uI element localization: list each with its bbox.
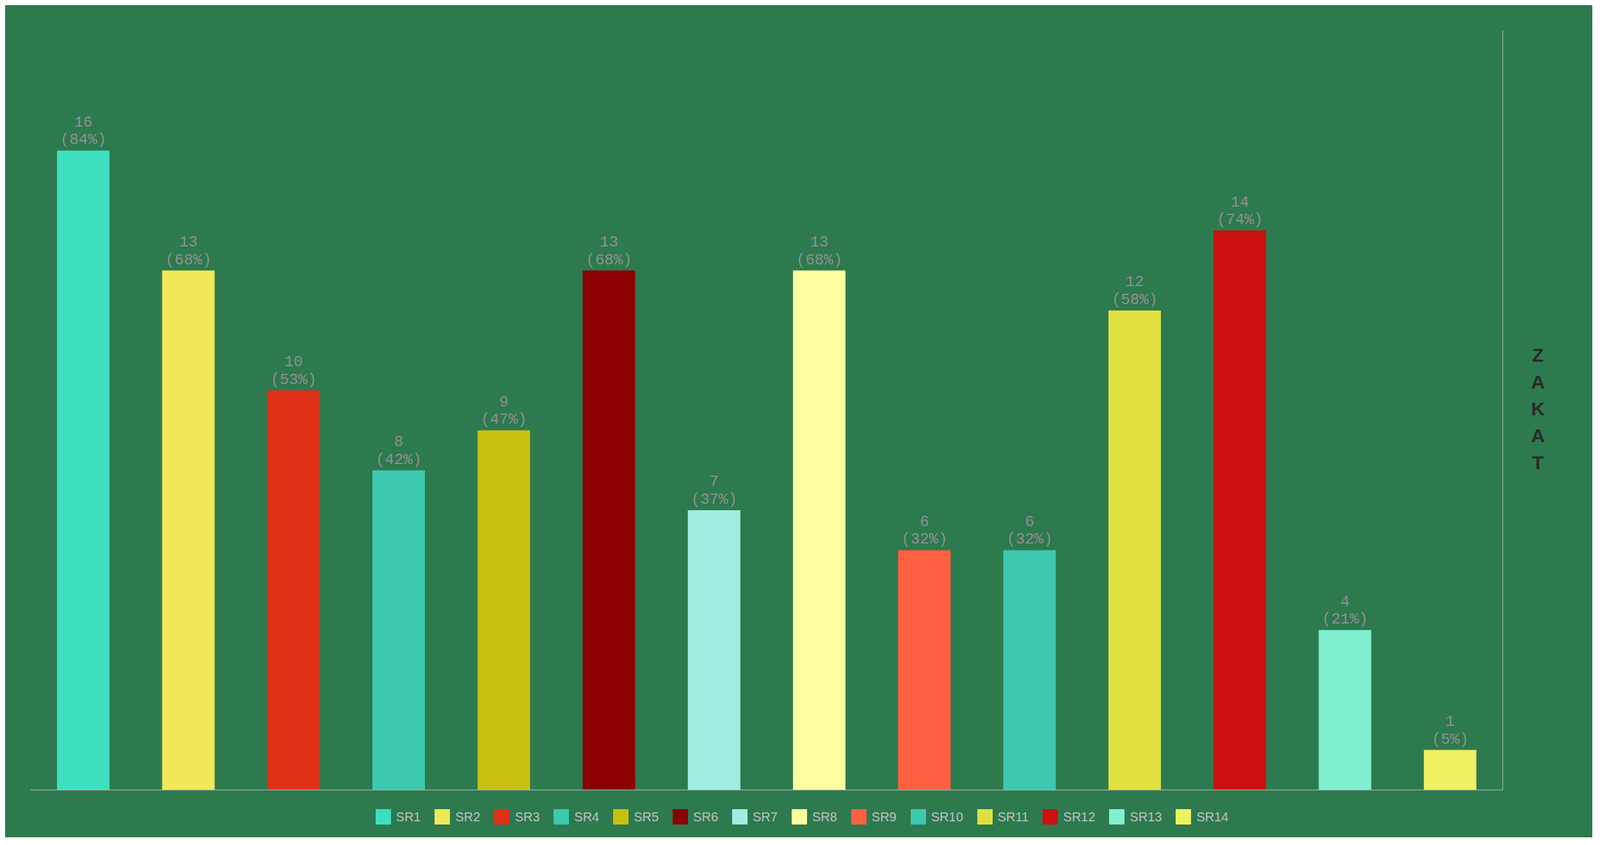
html-text:SR8: SR8 [812,809,837,824]
html-text:SR11: SR11 [997,809,1029,824]
svg-text:7(37%): 7(37%) [691,472,738,509]
svg-text:13(68%): 13(68%) [585,233,632,269]
html-text:SR13: SR13 [1129,809,1162,824]
svg-text:12(58%): 12(58%) [1111,273,1158,309]
html-text:SR9: SR9 [871,809,897,824]
html-text:SR12: SR12 [1063,809,1096,824]
svg-text:16(84%): 16(84%) [60,113,107,150]
html-text:SR10: SR10 [931,809,964,824]
html-text:SR7: SR7 [752,809,778,824]
html-text:SR1: SR1 [395,809,421,824]
html-text:SR14: SR14 [1196,809,1229,824]
svg-text:6(32%): 6(32%) [901,513,948,549]
svg-text:9(47%): 9(47%) [480,393,527,429]
html-text:SR6: SR6 [693,809,719,824]
svg-text:13(68%): 13(68%) [796,233,843,269]
svg-text:8(42%): 8(42%) [375,433,422,469]
svg-text:4(21%): 4(21%) [1321,593,1368,629]
html-text:SR5: SR5 [633,809,659,824]
svg-text:10(53%): 10(53%) [270,353,317,389]
svg-text:1(5%): 1(5%) [1431,712,1469,749]
html-text:SR4: SR4 [574,809,600,824]
html-text:SR3: SR3 [514,809,540,824]
svg-text:ZAKAT: ZAKAT [1530,344,1545,473]
html-text:SR2: SR2 [455,809,481,824]
svg-text:13(68%): 13(68%) [165,233,212,269]
svg-text:14(74%): 14(74%) [1216,193,1263,230]
svg-text:6(32%): 6(32%) [1006,513,1053,549]
